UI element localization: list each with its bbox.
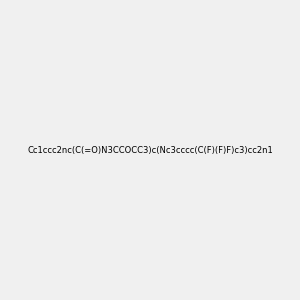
Text: Cc1ccc2nc(C(=O)N3CCOCC3)c(Nc3cccc(C(F)(F)F)c3)cc2n1: Cc1ccc2nc(C(=O)N3CCOCC3)c(Nc3cccc(C(F)(F… bbox=[27, 146, 273, 154]
